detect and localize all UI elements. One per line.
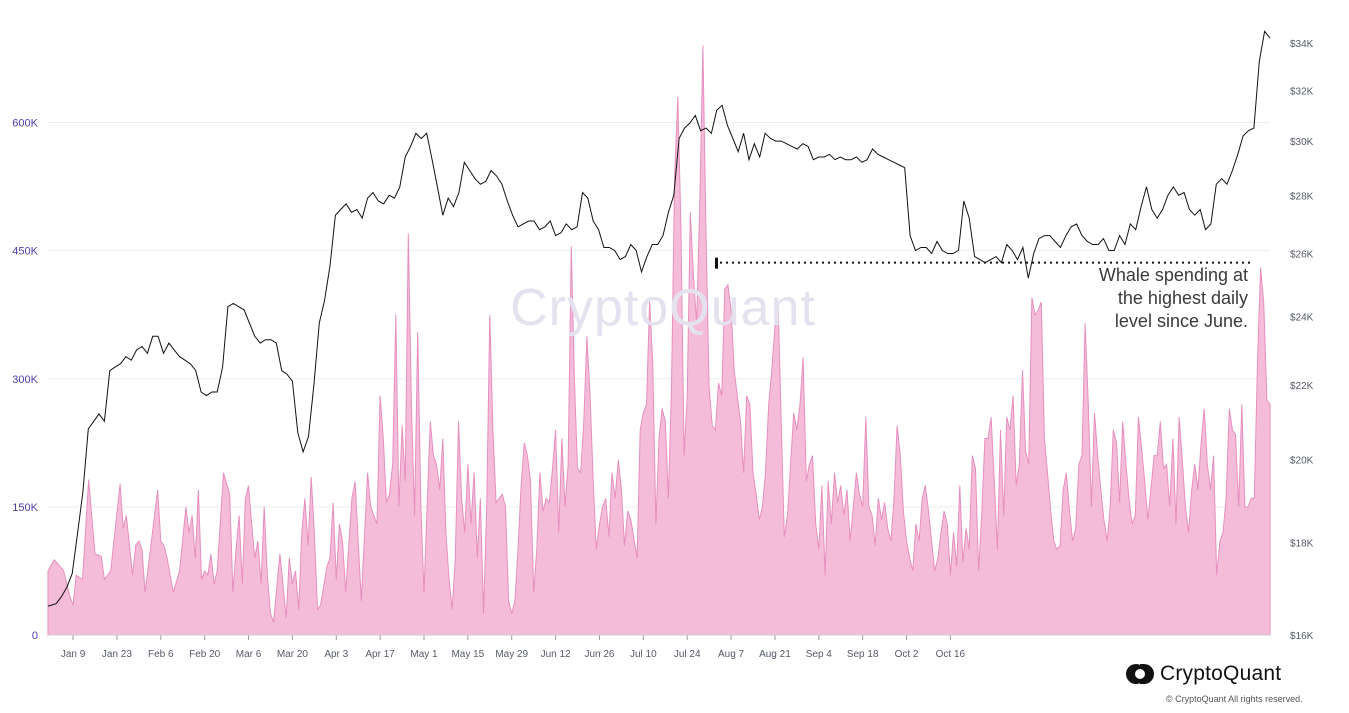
annotation-text: Whale spending at the highest daily level … (1099, 265, 1248, 331)
x-tick-label: Oct 2 (895, 649, 919, 660)
left-tick-label: 300K (12, 374, 38, 386)
annotation-line: the highest daily (1118, 288, 1248, 308)
x-tick-label: May 1 (410, 649, 438, 660)
left-axis-ticks: 0 150K 300K 450K 600K (12, 118, 38, 643)
right-tick-label: $16K (1290, 631, 1314, 642)
x-tick-label: Mar 6 (236, 649, 262, 660)
watermark: CryptoQuant (510, 279, 816, 337)
annotation-line: level since June. (1115, 311, 1248, 331)
x-tick-label: Sep 18 (847, 649, 879, 660)
brand-logo: CryptoQuant (1126, 662, 1281, 686)
x-tick-label: May 15 (451, 649, 484, 660)
x-tick-label: Jul 10 (630, 649, 657, 660)
x-tick-label: Jun 26 (584, 649, 614, 660)
x-tick-label: Jun 12 (541, 649, 571, 660)
x-tick-label: Jul 24 (674, 649, 701, 660)
right-tick-label: $32K (1290, 86, 1314, 97)
x-tick-label: May 29 (495, 649, 528, 660)
right-tick-label: $22K (1290, 381, 1314, 392)
x-tick-label: Aug 21 (759, 649, 791, 660)
x-tick-label: Feb 20 (189, 649, 221, 660)
x-tick-label: Oct 16 (936, 649, 966, 660)
x-tick-label: Jan 9 (61, 649, 86, 660)
copyright: © CryptoQuant All rights reserved. (1166, 694, 1303, 704)
annotation-line: Whale spending at (1099, 265, 1248, 285)
left-tick-label: 600K (12, 118, 38, 130)
x-tick-label: Sep 4 (806, 649, 833, 660)
right-tick-label: $18K (1290, 538, 1314, 549)
right-tick-label: $26K (1290, 250, 1314, 261)
brand-name: CryptoQuant (1160, 662, 1282, 685)
left-tick-label: 450K (12, 246, 38, 258)
left-tick-label: 0 (32, 630, 38, 642)
annotation-marker (715, 257, 718, 269)
right-axis-ticks: $16K $18K $20K $22K $24K $26K $28K $30K $32K $34K (1290, 39, 1314, 642)
x-tick-label: Apr 17 (365, 649, 395, 660)
left-tick-label: 150K (12, 502, 38, 514)
x-tick-label: Apr 3 (324, 649, 348, 660)
whale-spending-area (47, 45, 1271, 636)
x-tick-label: Mar 20 (277, 649, 309, 660)
right-tick-label: $34K (1290, 39, 1314, 50)
right-tick-label: $20K (1290, 456, 1314, 467)
btc-price-line (47, 30, 1271, 607)
x-axis-ticks: Jan 9 Jan 23 Feb 6 Feb 20 Mar 6 Mar 20 Apr 3 Ap… (48, 634, 1270, 660)
x-tick-label: Aug 7 (718, 649, 745, 660)
right-tick-label: $30K (1290, 137, 1314, 148)
right-tick-label: $28K (1290, 191, 1314, 202)
x-tick-label: Jan 23 (102, 649, 132, 660)
x-tick-label: Feb 6 (148, 649, 174, 660)
cryptoquant-logo-icon (1126, 663, 1156, 685)
right-tick-label: $24K (1290, 312, 1314, 323)
